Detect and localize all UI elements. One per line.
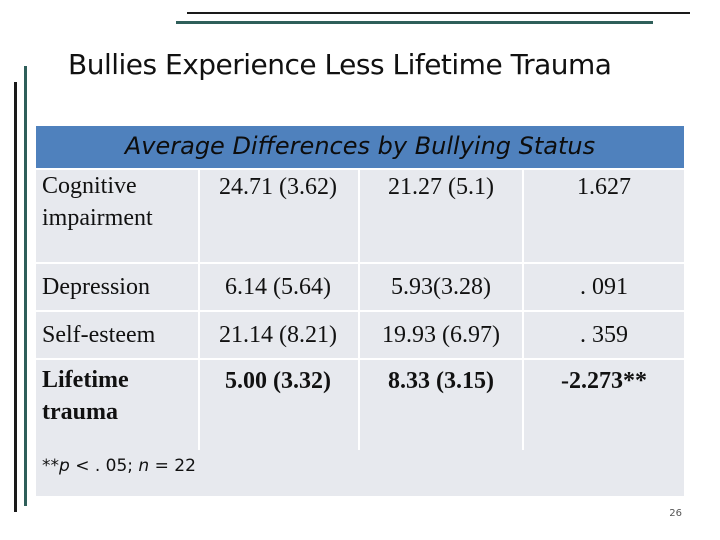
page-number: 26 [669,508,682,519]
table-caption: Average Differences by Bullying Status [124,132,596,160]
footnote-n-text: = 22 [149,456,196,476]
left-rule-dark [14,82,17,512]
table-row: Cognitive impairment 24.71 (3.62) 21.27 … [36,170,684,264]
row-label: Cognitive impairment [42,173,153,231]
table-cell: . 359 [580,322,628,348]
column-divider [198,170,200,450]
row-label: Depression [42,274,150,300]
table-row: Depression 6.14 (5.64) 5.93(3.28) . 091 [36,264,684,312]
top-rule-teal [176,21,653,24]
slide-title: Bullies Experience Less Lifetime Trauma [68,48,612,81]
table-row: Lifetime trauma 5.00 (3.32) 8.33 (3.15) … [36,360,684,450]
table-cell: 19.93 (6.97) [382,322,500,348]
table-cell: . 091 [580,274,628,300]
table-row: Self-esteem 21.14 (8.21) 19.93 (6.97) . … [36,312,684,360]
table-cell: 1.627 [577,174,631,200]
row-label: Lifetime trauma [42,367,129,425]
left-rule-teal [24,66,27,506]
table-header: Average Differences by Bullying Status [36,126,684,170]
table-cell: 5.00 (3.32) [225,368,331,394]
column-divider [358,170,360,450]
top-rule-dark [187,12,690,14]
results-table: Average Differences by Bullying Status C… [36,126,684,496]
column-divider [522,170,524,450]
footnote-p-text: < . 05; [69,456,139,476]
table-cell: 24.71 (3.62) [219,174,337,200]
table-cell: 5.93(3.28) [391,274,491,300]
table-cell: 21.14 (8.21) [219,322,337,348]
table-cell: 6.14 (5.64) [225,274,331,300]
table-cell: 21.27 (5.1) [388,174,494,200]
footnote-prefix: ** [42,456,59,476]
table-footnote: **p < . 05; n = 22 [42,456,196,476]
table-cell: -2.273** [561,368,647,394]
footnote-n-symbol: n [138,456,150,476]
row-label: Self-esteem [42,322,156,348]
footnote-p-symbol: p [59,456,70,476]
table-cell: 8.33 (3.15) [388,368,494,394]
